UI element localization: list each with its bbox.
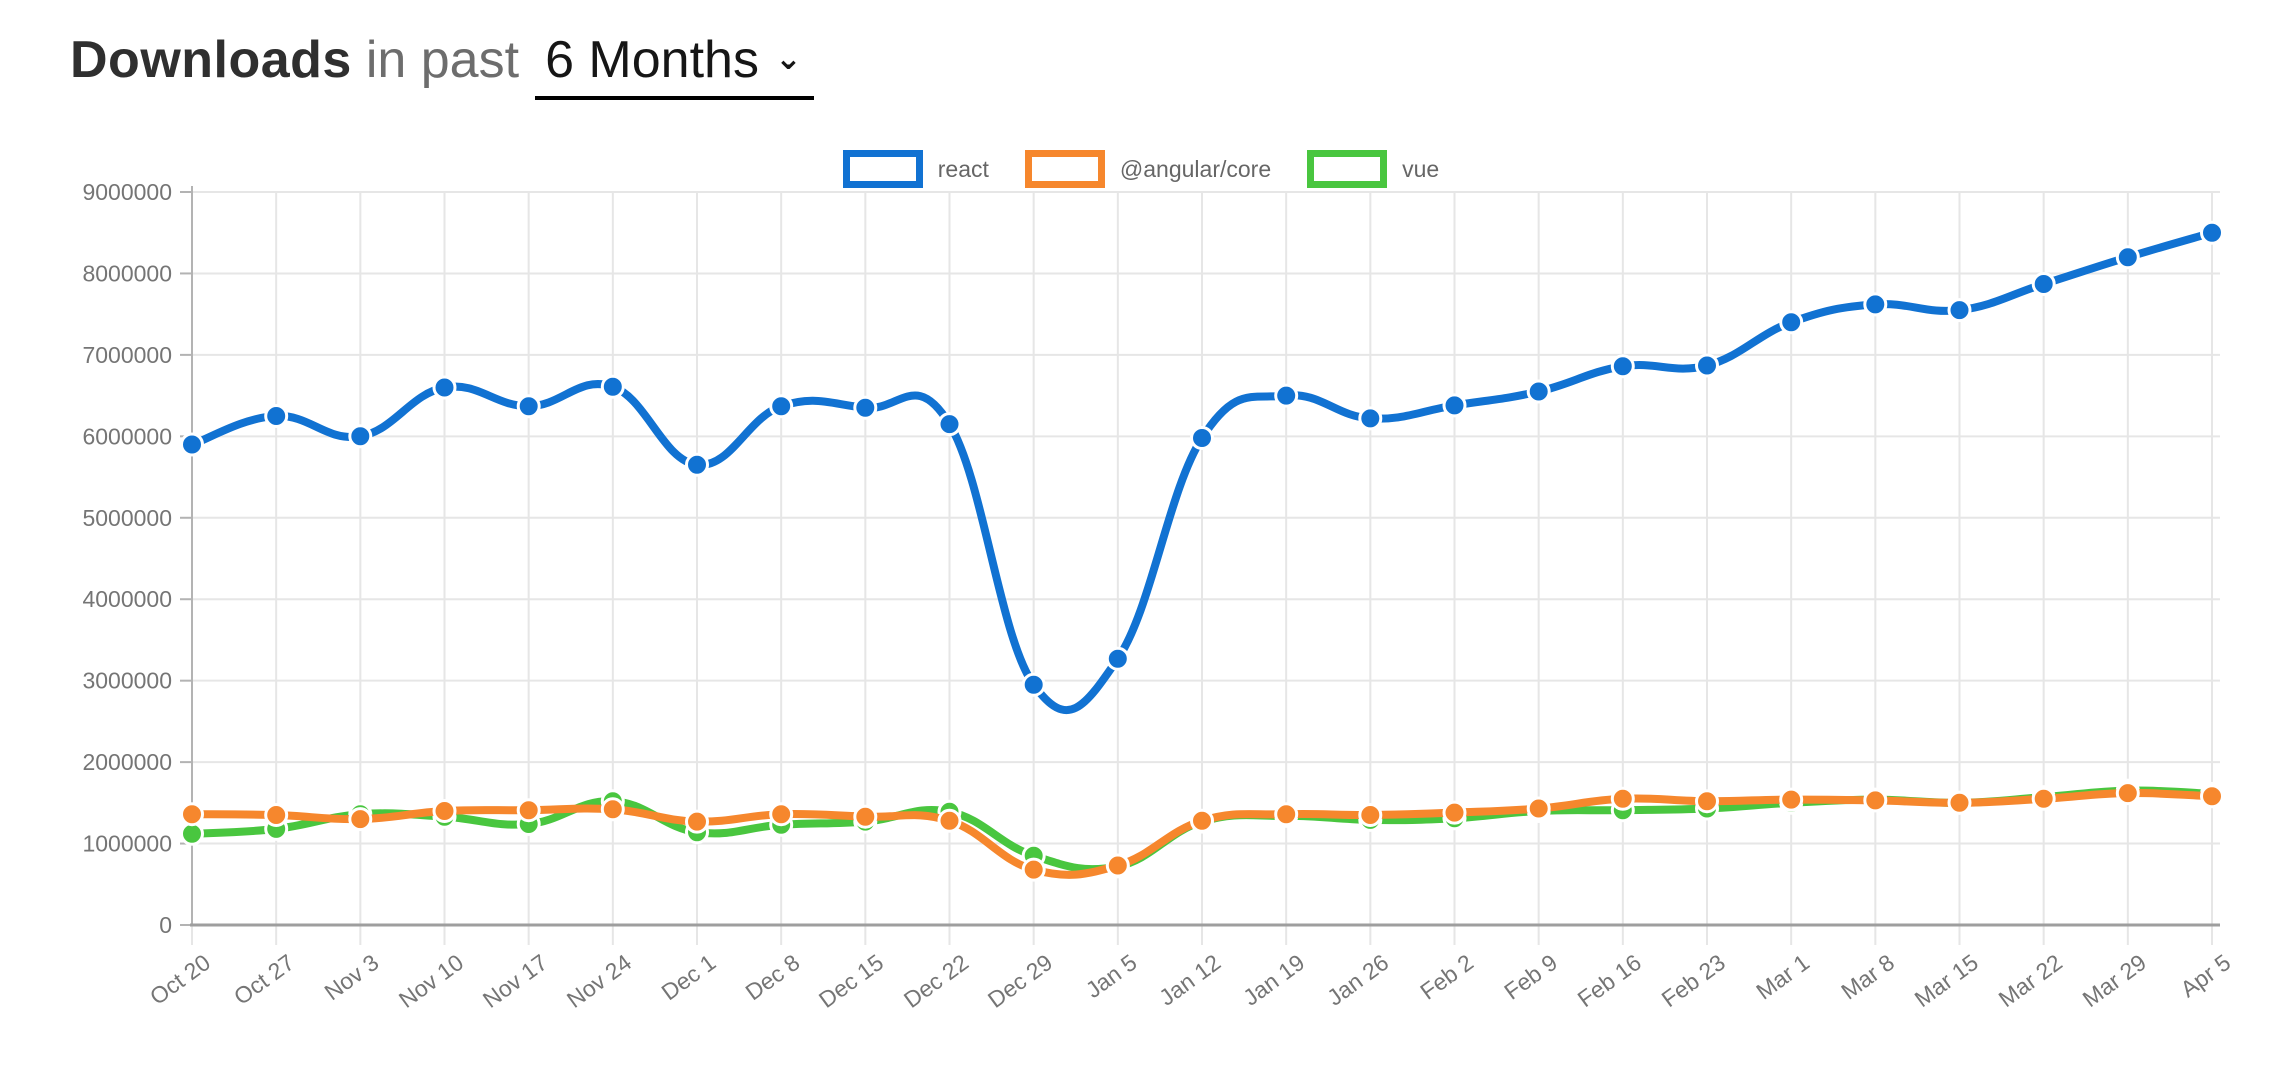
y-axis-label: 5000000 bbox=[82, 505, 172, 531]
chevron-down-icon: ⌄ bbox=[774, 40, 802, 76]
point-angular-core-nov-10[interactable] bbox=[432, 799, 457, 823]
point-angular-core-feb-16[interactable] bbox=[1610, 786, 1635, 811]
point-angular-core-oct-20[interactable] bbox=[180, 802, 204, 827]
legend-swatch-angular-core bbox=[1024, 150, 1105, 188]
point-react-mar-15[interactable] bbox=[1947, 298, 1972, 323]
point-react-dec-8[interactable] bbox=[769, 394, 794, 419]
title-in-past: in past bbox=[365, 31, 520, 89]
point-angular-core-nov-17[interactable] bbox=[516, 798, 541, 823]
point-angular-core-dec-8[interactable] bbox=[769, 802, 794, 827]
legend-label: vue bbox=[1402, 155, 1440, 182]
point-angular-core-dec-22[interactable] bbox=[937, 808, 962, 833]
point-angular-core-feb-9[interactable] bbox=[1526, 796, 1551, 821]
line-react bbox=[188, 228, 2216, 715]
point-angular-core-oct-27[interactable] bbox=[264, 803, 289, 827]
point-react-feb-23[interactable] bbox=[1695, 353, 1719, 378]
legend-swatch-vue bbox=[1307, 150, 1388, 188]
y-axis-label: 4000000 bbox=[82, 586, 172, 612]
y-axis-label: 0 bbox=[159, 912, 172, 938]
point-react-mar-8[interactable] bbox=[1863, 292, 1888, 317]
point-react-jan-12[interactable] bbox=[1190, 426, 1214, 450]
y-axis-label: 2000000 bbox=[82, 749, 172, 775]
point-angular-core-jan-5[interactable] bbox=[1105, 853, 1130, 878]
point-angular-core-dec-1[interactable] bbox=[685, 809, 709, 834]
point-angular-core-nov-3[interactable] bbox=[348, 807, 373, 832]
point-angular-core-jan-19[interactable] bbox=[1274, 802, 1299, 827]
page-title: Downloads in past 6 Months ⌄ bbox=[70, 30, 814, 100]
point-react-mar-1[interactable] bbox=[1779, 310, 1804, 335]
legend-label: react bbox=[937, 155, 989, 182]
point-vue-oct-20[interactable] bbox=[180, 821, 204, 846]
point-react-jan-26[interactable] bbox=[1358, 406, 1383, 431]
point-react-feb-2[interactable] bbox=[1442, 393, 1467, 418]
legend-label: @angular/core bbox=[1119, 155, 1272, 182]
point-react-apr-5[interactable] bbox=[2200, 220, 2224, 245]
legend-item-react[interactable]: react bbox=[842, 150, 989, 188]
legend-swatch-react bbox=[842, 150, 923, 188]
y-axis-label: 1000000 bbox=[82, 831, 172, 857]
point-react-feb-16[interactable] bbox=[1610, 354, 1635, 379]
point-angular-core-mar-29[interactable] bbox=[2115, 781, 2140, 806]
point-angular-core-jan-26[interactable] bbox=[1358, 803, 1383, 827]
point-angular-core-feb-2[interactable] bbox=[1442, 800, 1467, 825]
legend-item-angular-core[interactable]: @angular/core bbox=[1024, 150, 1272, 188]
point-react-nov-17[interactable] bbox=[516, 394, 541, 419]
point-react-dec-1[interactable] bbox=[685, 452, 709, 477]
chart-legend: react @angular/core vue bbox=[0, 150, 2282, 188]
point-angular-core-mar-8[interactable] bbox=[1863, 788, 1888, 813]
y-axis-label: 7000000 bbox=[82, 342, 172, 368]
point-react-nov-3[interactable] bbox=[348, 424, 373, 449]
y-axis-label: 9000000 bbox=[82, 179, 172, 205]
point-angular-core-mar-1[interactable] bbox=[1779, 787, 1804, 812]
y-axis-label: 8000000 bbox=[82, 260, 172, 286]
point-react-nov-24[interactable] bbox=[600, 374, 625, 399]
legend-item-vue[interactable]: vue bbox=[1307, 150, 1439, 188]
point-react-jan-5[interactable] bbox=[1105, 646, 1130, 671]
point-react-jan-19[interactable] bbox=[1274, 383, 1299, 408]
title-downloads: Downloads bbox=[70, 31, 352, 89]
y-axis-label: 3000000 bbox=[82, 668, 172, 694]
point-react-oct-20[interactable] bbox=[180, 432, 204, 457]
point-angular-core-dec-15[interactable] bbox=[853, 804, 878, 829]
point-react-mar-29[interactable] bbox=[2115, 245, 2140, 270]
point-angular-core-apr-5[interactable] bbox=[2200, 784, 2224, 809]
y-axis-label: 6000000 bbox=[82, 423, 172, 449]
point-angular-core-nov-24[interactable] bbox=[600, 797, 625, 822]
point-angular-core-jan-12[interactable] bbox=[1190, 808, 1214, 833]
point-react-mar-22[interactable] bbox=[2031, 272, 2056, 296]
point-angular-core-dec-29[interactable] bbox=[1021, 857, 1046, 882]
time-range-dropdown[interactable]: 6 Months ⌄ bbox=[535, 30, 814, 100]
point-react-dec-22[interactable] bbox=[937, 412, 962, 437]
point-react-dec-29[interactable] bbox=[1021, 672, 1046, 697]
point-angular-core-mar-22[interactable] bbox=[2031, 786, 2056, 811]
point-react-oct-27[interactable] bbox=[264, 404, 289, 428]
point-angular-core-mar-15[interactable] bbox=[1947, 790, 1972, 815]
point-react-nov-10[interactable] bbox=[432, 375, 457, 400]
time-range-value: 6 Months bbox=[545, 31, 759, 89]
point-angular-core-feb-23[interactable] bbox=[1695, 789, 1719, 814]
point-react-dec-15[interactable] bbox=[853, 395, 878, 420]
point-react-feb-9[interactable] bbox=[1526, 379, 1551, 404]
